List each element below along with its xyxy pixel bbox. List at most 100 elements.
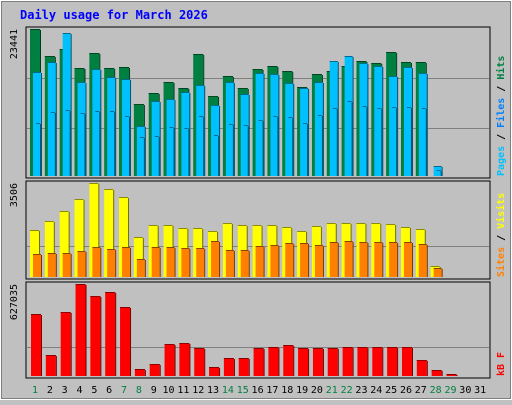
bar-pages-day-7-shadow	[129, 117, 131, 176]
bar-sites-day-26	[403, 242, 412, 277]
day-label-4: 4	[77, 385, 83, 396]
bar-pages-day-4-shadow	[84, 114, 86, 176]
bar-files-day-1-shadow	[41, 73, 42, 176]
bar-sites-day-15-shadow	[248, 251, 250, 277]
bar-files-day-26-shadow	[411, 68, 413, 176]
bar-files-day-4-shadow	[85, 83, 87, 176]
bar-visits-day-8	[133, 237, 143, 277]
day-label-26: 26	[400, 385, 412, 396]
bar-sites-day-6-shadow	[115, 250, 117, 277]
bar-sites-day-9-shadow	[159, 248, 161, 277]
bar-pages-day-9	[154, 136, 159, 176]
bar-kb-f-day-1-shadow	[41, 315, 42, 376]
bar-sites-day-4-shadow	[85, 252, 87, 277]
bar-visits-day-3	[59, 211, 69, 277]
y-max-label: 3506	[9, 183, 20, 207]
bar-kb-f-day-20	[312, 348, 323, 376]
bar-pages-day-15-shadow	[247, 126, 249, 176]
bar-kb-f-day-14	[223, 358, 234, 376]
bar-kb-f-day-10-shadow	[174, 345, 176, 376]
bar-kb-f-day-1	[31, 314, 41, 376]
bar-files-day-18-shadow	[293, 84, 295, 176]
bar-pages-day-20-shadow	[321, 116, 323, 176]
bar-kb-f-day-12	[194, 348, 205, 376]
day-label-31: 31	[474, 385, 486, 396]
bar-visits-day-7	[119, 197, 129, 277]
bar-sites-day-13-shadow	[219, 242, 221, 277]
bar-pages-day-17-shadow	[277, 117, 279, 176]
bar-files-day-7-shadow	[130, 80, 132, 176]
bar-pages-day-12-shadow	[203, 117, 205, 176]
bar-kb-f-day-16	[253, 348, 264, 376]
bar-kb-f-day-9-shadow	[159, 365, 161, 376]
day-label-6: 6	[106, 385, 112, 396]
bar-files-day-22-shadow	[352, 57, 354, 176]
bar-files-day-5-shadow	[100, 70, 102, 176]
bar-kb-f-day-5	[90, 296, 101, 376]
bar-files-day-16-shadow	[263, 74, 265, 176]
bar-kb-f-day-26	[401, 347, 412, 376]
bar-sites-day-11	[181, 248, 190, 277]
panel-visits-sites: 3506 Sites / Visits	[9, 180, 507, 280]
bar-sites-day-14	[225, 250, 234, 277]
bar-files-day-3-shadow	[70, 34, 72, 176]
bar-visits-day-5-shadow	[98, 184, 100, 277]
bar-kb-f-day-17	[268, 347, 279, 376]
bar-kb-f-day-25-shadow	[397, 348, 399, 376]
bar-files-day-28-shadow	[441, 167, 443, 176]
bar-sites-day-3-shadow	[70, 254, 72, 277]
bar-kb-f-day-11	[179, 343, 190, 376]
bar-sites-day-1	[33, 254, 41, 277]
bar-files-day-3	[62, 33, 71, 176]
bar-sites-day-2-shadow	[55, 254, 57, 277]
bar-kb-f-day-27	[416, 360, 427, 376]
bar-pages-day-18-shadow	[292, 118, 294, 176]
day-label-23: 23	[355, 385, 367, 396]
bar-sites-day-7	[122, 247, 131, 277]
y-max-label: 23441	[9, 29, 20, 59]
bar-sites-day-16	[255, 246, 264, 277]
bar-kb-f-day-12-shadow	[204, 349, 206, 376]
day-label-7: 7	[121, 385, 127, 396]
bar-kb-f-day-4-shadow	[85, 285, 87, 376]
bar-sites-day-15	[240, 250, 249, 277]
bar-pages-day-1-shadow	[40, 124, 41, 176]
series-legend: Sites / Visits	[495, 193, 507, 277]
bar-files-day-21-shadow	[337, 62, 339, 176]
bar-pages-day-14	[228, 124, 233, 176]
bar-sites-day-21-shadow	[337, 243, 339, 277]
bar-kb-f-day-7-shadow	[130, 308, 132, 376]
day-label-19: 19	[296, 385, 308, 396]
bar-visits-day-2	[44, 221, 54, 277]
bar-kb-f-day-17-shadow	[278, 348, 280, 376]
legend-part: kB F	[496, 352, 507, 376]
bar-files-day-11-shadow	[189, 93, 191, 176]
bar-sites-day-20	[314, 245, 323, 277]
day-label-20: 20	[311, 385, 323, 396]
bar-kb-f-day-16-shadow	[263, 349, 265, 376]
bar-kb-f-day-26-shadow	[411, 348, 413, 376]
bar-sites-day-9	[151, 247, 160, 277]
bar-kb-f-day-2-shadow	[55, 356, 57, 376]
legend-part: Files	[495, 98, 507, 128]
bar-files-day-13-shadow	[219, 106, 221, 176]
bar-sites-day-25-shadow	[397, 243, 399, 277]
bar-pages-day-6	[110, 111, 115, 176]
bar-pages-day-19-shadow	[307, 124, 309, 176]
bar-sites-day-27-shadow	[426, 245, 428, 277]
bar-pages-day-4	[80, 113, 85, 176]
bar-sites-day-21	[329, 242, 338, 277]
day-label-5: 5	[91, 385, 97, 396]
day-label-22: 22	[341, 385, 353, 396]
bar-sites-day-10-shadow	[174, 248, 176, 277]
bar-files-day-27-shadow	[426, 74, 428, 176]
bar-pages-day-23	[362, 106, 367, 176]
bar-kb-f-day-20-shadow	[322, 349, 324, 376]
bar-pages-day-25	[392, 107, 397, 176]
day-label-15: 15	[237, 385, 249, 396]
bar-sites-day-28-shadow	[441, 269, 443, 277]
bar-kb-f-day-18	[283, 345, 294, 376]
bar-pages-day-22	[347, 101, 352, 176]
bar-visits-day-4	[74, 199, 84, 277]
bar-pages-day-13	[214, 135, 219, 176]
